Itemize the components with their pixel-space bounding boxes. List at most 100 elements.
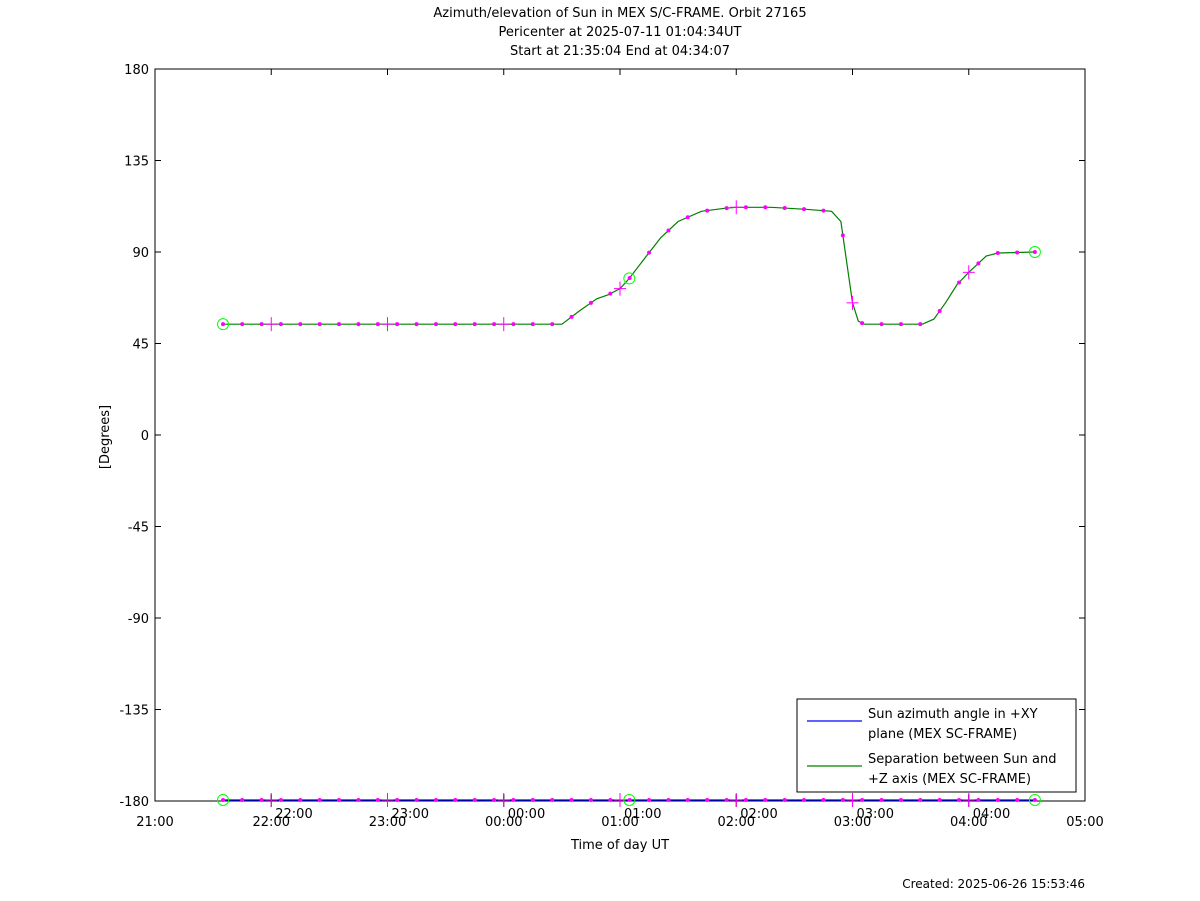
data-point-marker [550, 797, 555, 802]
data-point-marker [375, 322, 380, 327]
title-line: Start at 21:35:04 End at 04:34:07 [510, 44, 730, 59]
x-tick-label: 23:00 [369, 815, 406, 830]
data-point-marker [821, 797, 826, 802]
data-point-marker [821, 208, 826, 213]
legend-label-0: Sun azimuth angle in +XY [868, 707, 1038, 722]
data-point-marker [724, 206, 729, 211]
data-point-marker [395, 322, 400, 327]
hour-mark-label: 02:00 [740, 807, 777, 822]
data-point-marker [492, 322, 497, 327]
data-point-marker [588, 300, 593, 305]
data-point-marker [995, 251, 1000, 256]
plot-frame [154, 68, 1086, 802]
event-circle-marker [1028, 793, 1041, 806]
data-point-marker [995, 797, 1000, 802]
x-tick-label: 03:00 [834, 815, 871, 830]
data-point-marker [472, 322, 477, 327]
data-point-marker [259, 797, 264, 802]
data-point-marker [298, 797, 303, 802]
data-point-marker [221, 797, 226, 802]
data-point-marker [802, 207, 807, 212]
data-point-marker [530, 322, 535, 327]
hour-mark-label: 04:00 [973, 807, 1010, 822]
y-tick-label: 180 [124, 63, 149, 78]
data-point-marker [569, 797, 574, 802]
data-point-marker [569, 314, 574, 319]
x-tick-label: 22:00 [253, 815, 290, 830]
data-point-marker [511, 797, 516, 802]
data-point-marker [957, 280, 962, 285]
data-point-marker [840, 797, 845, 802]
data-point-marker [763, 797, 768, 802]
data-point-marker [472, 797, 477, 802]
data-point-marker [337, 322, 342, 327]
title-line: Pericenter at 2025-07-11 01:04:34UT [498, 25, 741, 40]
hour-mark-label: 00:00 [508, 807, 545, 822]
data-point-marker [666, 228, 671, 233]
x-tick-label: 04:00 [950, 815, 987, 830]
data-point-marker [937, 797, 942, 802]
y-tick-label: 90 [132, 246, 149, 261]
data-point-marker [588, 797, 593, 802]
data-point-marker [414, 797, 419, 802]
x-axis: 21:00 22:00 23:00 00:00 01:00 02:00 03:00 04:00… [136, 69, 1104, 830]
hour-mark-label: 01:00 [624, 807, 661, 822]
y-tick-label: -135 [119, 704, 149, 719]
data-point-marker [782, 797, 787, 802]
data-point-marker [278, 322, 283, 327]
data-point-marker [375, 797, 380, 802]
data-point-marker [666, 797, 671, 802]
x-tick-label: 01:00 [601, 815, 638, 830]
data-point-marker [898, 322, 903, 327]
y-tick-label: 135 [124, 155, 149, 170]
data-point-marker [976, 261, 981, 266]
hour-mark-label: 22:00 [275, 807, 312, 822]
x-axis-label: Time of day UT [570, 838, 669, 853]
event-circle-marker [217, 318, 230, 331]
data-point-marker [608, 797, 613, 802]
y-axis: 180 135 90 45 0 -45 -90 -135 -180 [119, 63, 1085, 810]
chart-title: Azimuth/elevation of Sun in MEX S/C-FRAM… [433, 6, 806, 59]
x-tick-label: 02:00 [718, 815, 755, 830]
data-point-marker [705, 797, 710, 802]
event-circle-marker [623, 272, 636, 285]
data-point-marker [860, 321, 865, 326]
data-point-marker [1015, 797, 1020, 802]
legend-label-1: Separation between Sun and [868, 752, 1056, 767]
x-tick-label: 21:00 [136, 815, 173, 830]
data-point-marker [647, 250, 652, 255]
y-tick-label: -45 [128, 521, 149, 536]
data-point-marker [918, 797, 923, 802]
series-line-1 [223, 206, 1035, 325]
data-point-marker [879, 322, 884, 327]
data-point-marker [453, 797, 458, 802]
data-point-marker [802, 797, 807, 802]
data-point-marker [240, 797, 245, 802]
data-point-marker [240, 322, 245, 327]
data-point-marker [395, 797, 400, 802]
data-point-marker [976, 797, 981, 802]
marker-layer [217, 200, 1041, 807]
data-point-marker [743, 797, 748, 802]
legend: Sun azimuth angle in +XY plane (MEX SC-FR… [796, 698, 1077, 793]
data-point-marker [550, 322, 555, 327]
y-tick-label: -90 [128, 612, 149, 627]
legend-label-1: +Z axis (MEX SC-FRAME) [868, 772, 1031, 787]
y-tick-label: -180 [119, 795, 149, 810]
data-point-marker [898, 797, 903, 802]
data-point-marker [724, 797, 729, 802]
data-point-marker [337, 797, 342, 802]
data-point-marker [1015, 250, 1020, 255]
data-point-marker [433, 797, 438, 802]
data-point-marker [298, 322, 303, 327]
data-point-marker [356, 322, 361, 327]
data-point-marker [627, 275, 632, 280]
data-point-marker [705, 208, 710, 213]
data-point-marker [782, 206, 787, 211]
x-tick-label: 05:00 [1066, 815, 1103, 830]
data-point-marker [763, 205, 768, 210]
data-point-marker [492, 797, 497, 802]
title-line: Azimuth/elevation of Sun in MEX S/C-FRAM… [433, 6, 806, 21]
legend-box [796, 698, 1077, 793]
